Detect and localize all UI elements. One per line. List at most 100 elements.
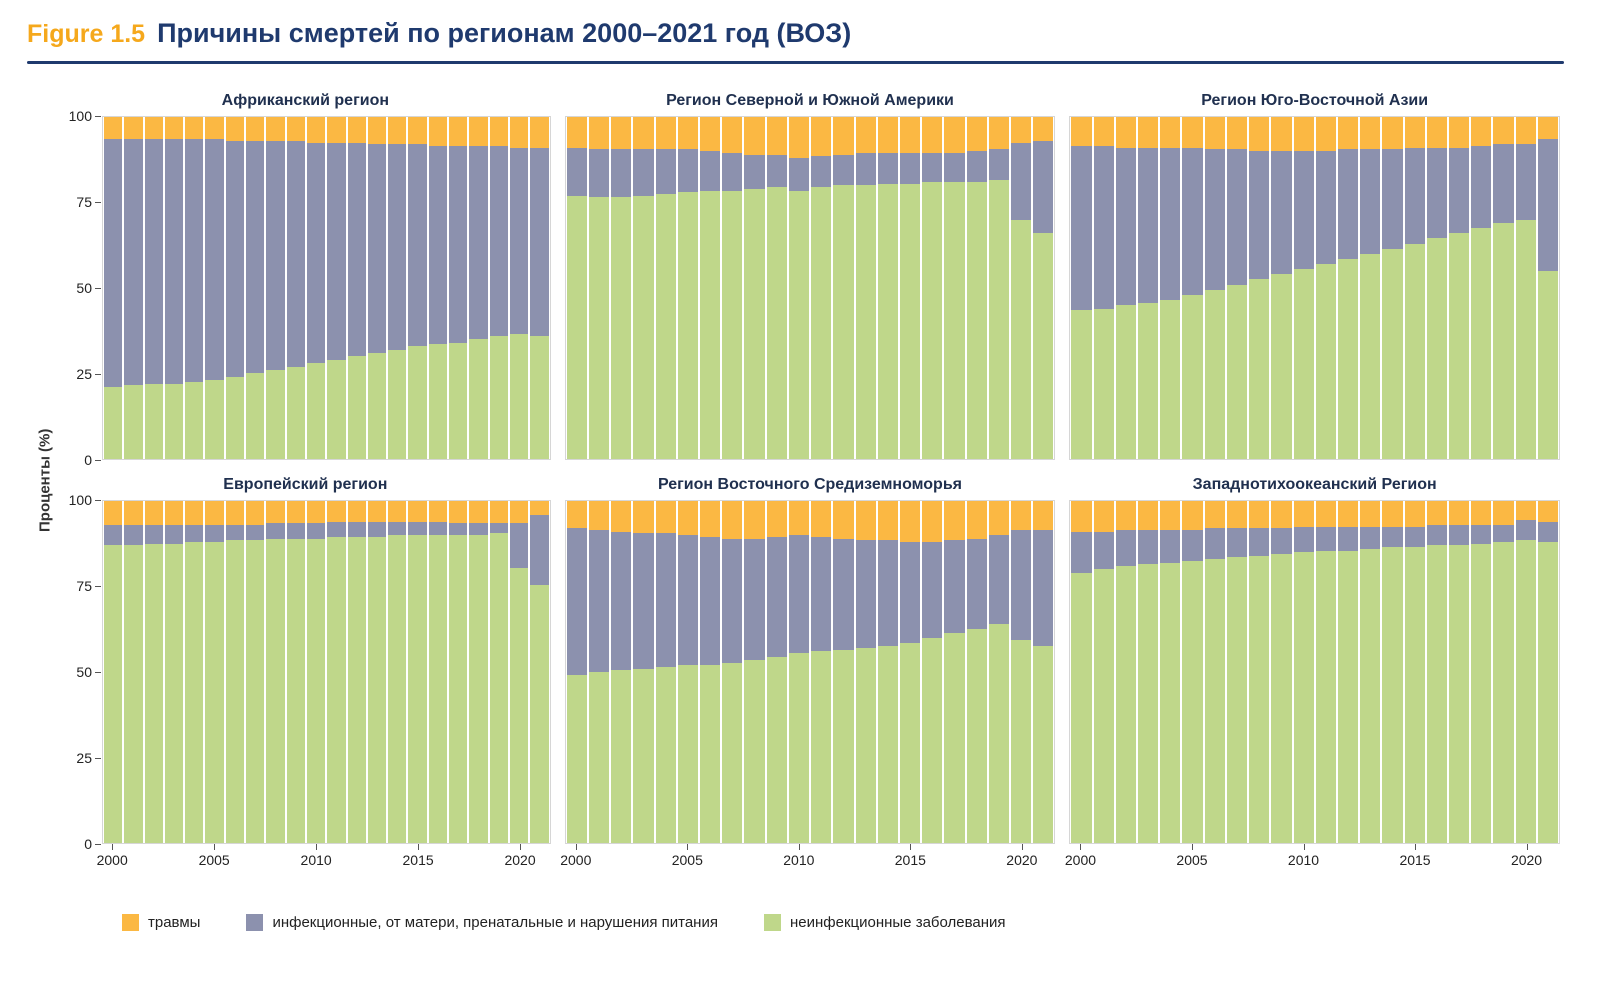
injuries-segment — [1471, 117, 1492, 147]
x-tick-label: 2010 — [783, 852, 815, 868]
noncommunicable-segment — [611, 670, 632, 843]
communicable-segment — [1337, 149, 1359, 259]
y-tick-mark — [95, 459, 101, 461]
x-axis-spacer — [102, 460, 551, 472]
stacked-bar — [1071, 501, 1092, 843]
noncommunicable-segment — [1271, 554, 1292, 843]
injuries-segment — [766, 501, 787, 537]
injuries-segment — [1426, 501, 1448, 525]
x-tick-label: 2020 — [1510, 852, 1543, 868]
communicable-segment — [855, 152, 876, 186]
injuries-segment — [944, 117, 965, 153]
stacked-bar — [877, 117, 898, 459]
stacked-bar — [1033, 117, 1054, 459]
stacked-bar — [1493, 117, 1514, 459]
injuries-segment — [286, 501, 305, 524]
stacked-bar — [246, 117, 265, 459]
injuries-segment — [246, 501, 265, 525]
noncommunicable-segment — [588, 197, 610, 459]
injuries-segment — [428, 117, 448, 147]
communicable-segment — [566, 528, 587, 676]
noncommunicable-segment — [1204, 289, 1225, 459]
noncommunicable-segment — [388, 535, 407, 843]
noncommunicable-segment — [1204, 559, 1225, 843]
communicable-segment — [1160, 147, 1181, 300]
injuries-segment — [205, 117, 224, 140]
communicable-segment — [988, 149, 1010, 181]
x-tick-label: 2015 — [894, 852, 926, 868]
injuries-segment — [855, 117, 876, 153]
communicable-segment — [124, 524, 143, 546]
injuries-segment — [205, 501, 224, 525]
plot-area — [564, 116, 1056, 460]
x-axis-ticks: 2000 2005 2010 2015 2020 — [97, 844, 551, 870]
noncommunicable-segment — [164, 543, 184, 843]
injuries-segment — [722, 117, 743, 153]
noncommunicable-segment — [124, 545, 143, 843]
communicable-segment — [1093, 531, 1114, 570]
communicable-segment — [1226, 149, 1248, 285]
stacked-bar — [966, 501, 987, 843]
stacked-bar — [530, 501, 549, 843]
injuries-segment — [766, 117, 787, 155]
communicable-segment — [1471, 146, 1492, 229]
communicable-segment — [1011, 142, 1032, 220]
noncommunicable-segment — [225, 540, 245, 843]
injuries-segment — [1160, 501, 1181, 531]
stacked-bar — [306, 501, 326, 843]
communicable-segment — [966, 151, 987, 182]
stacked-bar — [509, 501, 529, 843]
stacked-bar — [489, 501, 508, 843]
y-tick-label: 0 — [84, 452, 92, 468]
stacked-bar — [722, 501, 743, 843]
stacked-bar — [788, 117, 810, 459]
stacked-bar — [124, 117, 143, 459]
stacked-bar — [327, 117, 346, 459]
panel-body: 100 75 50 25 0 — [60, 492, 551, 852]
communicable-segment — [677, 149, 698, 193]
injuries-segment — [1337, 501, 1359, 527]
injuries-segment — [164, 501, 184, 525]
stacked-bar — [469, 501, 488, 843]
injuries-segment — [1382, 117, 1403, 150]
noncommunicable-segment — [1360, 548, 1381, 843]
communicable-segment — [1182, 530, 1203, 561]
x-tick-mark — [1415, 844, 1417, 850]
stacked-bar — [1426, 501, 1448, 843]
communicable-segment — [164, 139, 184, 384]
y-axis-ticks: 100 75 50 25 0 — [60, 108, 102, 468]
stacked-bar — [1315, 117, 1336, 459]
noncommunicable-segment — [788, 653, 810, 843]
stacked-bar — [1426, 117, 1448, 459]
communicable-segment — [1115, 530, 1136, 566]
communicable-segment — [1360, 526, 1381, 549]
injuries-segment — [509, 501, 529, 524]
communicable-segment — [633, 149, 654, 196]
stacked-bar — [367, 117, 387, 459]
communicable-segment — [286, 140, 305, 367]
injuries-segment — [124, 501, 143, 525]
communicable-segment — [1204, 149, 1225, 290]
y-tick-label: 100 — [68, 492, 92, 508]
y-tick-label: 50 — [76, 280, 92, 296]
noncommunicable-segment — [811, 187, 832, 459]
x-tick-mark — [316, 844, 318, 850]
noncommunicable-segment — [1337, 550, 1359, 843]
stacked-bar — [1449, 117, 1470, 459]
injuries-segment — [1271, 117, 1292, 152]
injuries-segment — [988, 501, 1010, 536]
injuries-segment — [1404, 501, 1425, 527]
communicable-segment — [988, 535, 1010, 625]
noncommunicable-segment — [1449, 233, 1470, 459]
injuries-segment — [744, 117, 765, 155]
communicable-segment — [1071, 531, 1092, 573]
stacked-bar — [1011, 117, 1032, 459]
x-tick-label: 2015 — [1399, 852, 1431, 868]
noncommunicable-segment — [246, 373, 265, 459]
injuries-segment — [699, 117, 721, 152]
injuries-segment — [1137, 501, 1159, 531]
stacked-bar — [1011, 501, 1032, 843]
communicable-segment — [347, 521, 366, 537]
communicable-segment — [699, 536, 721, 666]
communicable-segment — [489, 523, 508, 534]
